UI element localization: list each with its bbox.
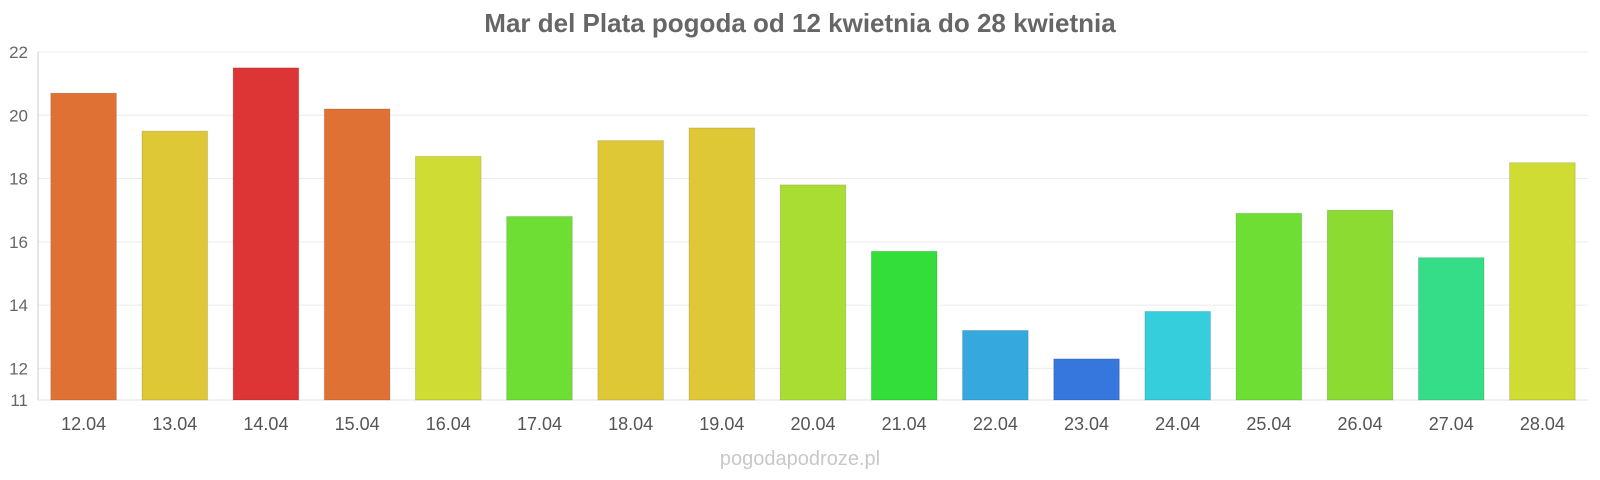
y-tick-label: 11 (10, 391, 28, 410)
x-tick-label: 21.04 (882, 414, 927, 434)
y-tick-label: 14 (9, 296, 28, 315)
x-tick-label: 14.04 (243, 414, 288, 434)
bar (414, 155, 482, 401)
bar (1144, 310, 1212, 401)
bar (870, 250, 938, 401)
y-tick-label: 22 (9, 43, 28, 62)
y-tick-label: 18 (9, 170, 28, 189)
bar (597, 140, 664, 401)
x-tick-label: 26.04 (1338, 414, 1383, 434)
x-tick-label: 20.04 (790, 414, 835, 434)
bar (688, 127, 756, 401)
x-tick-label: 24.04 (1155, 414, 1200, 434)
x-tick-label: 25.04 (1246, 414, 1291, 434)
x-tick-label: 19.04 (699, 414, 744, 434)
x-tick-label: 23.04 (1064, 414, 1109, 434)
bar (779, 184, 847, 401)
y-tick-label: 16 (9, 233, 28, 252)
x-tick-label: 15.04 (335, 414, 380, 434)
chart-title: Mar del Plata pogoda od 12 kwietnia do 2… (484, 8, 1116, 38)
x-tick-label: 22.04 (973, 414, 1018, 434)
bar (1417, 257, 1485, 401)
watermark: pogodapodroze.pl (719, 448, 881, 470)
x-tick-label: 12.04 (61, 414, 106, 434)
bar (323, 108, 391, 401)
bar (141, 130, 209, 401)
bar (506, 216, 573, 401)
bar (1053, 358, 1120, 401)
y-tick-label: 20 (9, 106, 28, 125)
x-tick-label: 16.04 (426, 414, 471, 434)
x-tick-label: 13.04 (152, 414, 197, 434)
y-tick-label: 12 (9, 359, 28, 378)
x-tick-label: 28.04 (1520, 414, 1565, 434)
x-tick-label: 17.04 (517, 414, 562, 434)
bar (1509, 162, 1576, 401)
bar (1326, 209, 1394, 401)
bar (50, 92, 117, 401)
x-tick-label: 18.04 (608, 414, 653, 434)
bar (1235, 212, 1303, 401)
x-tick-label: 27.04 (1429, 414, 1474, 434)
bar (232, 67, 300, 401)
bar (962, 329, 1029, 401)
